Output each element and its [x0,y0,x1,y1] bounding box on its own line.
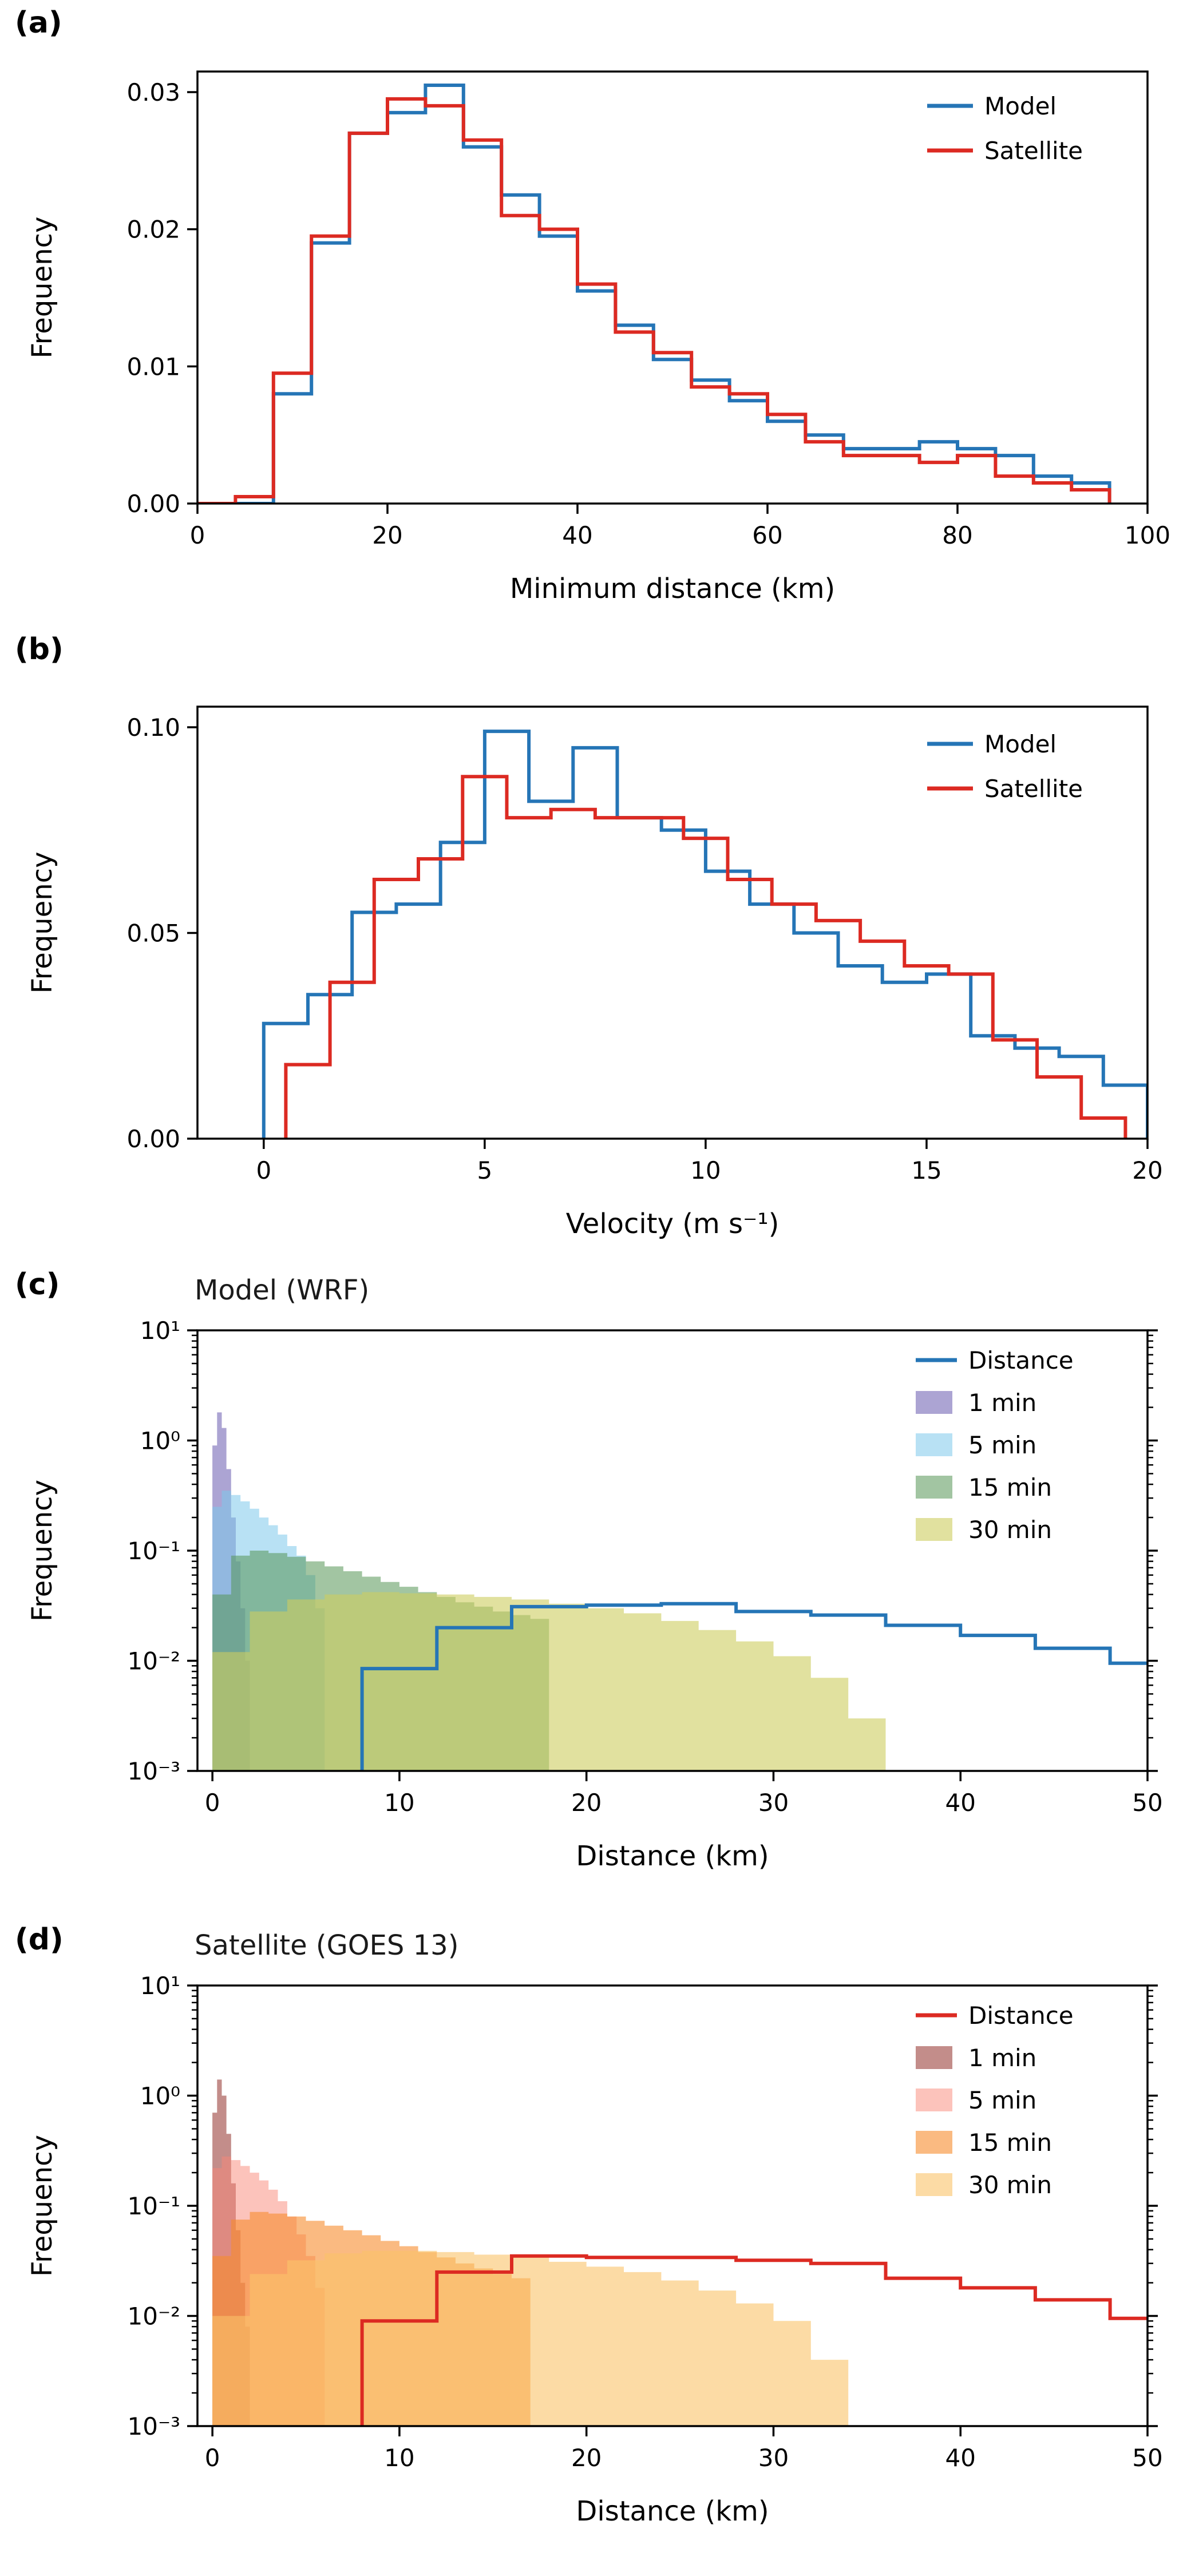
panel-b-chart: 0 5 10 15 20 0.00 0.05 0.10 Velocity (m s⁻¹) Freq… [26,706,1163,1240]
svg-text:Model: Model [984,730,1057,758]
svg-text:20: 20 [571,1789,602,1817]
panel-a-chart: 0 20 40 60 80 100 0.00 0.01 0.02 0.03 Minimum dist… [26,70,1170,605]
svg-text:Frequency: Frequency [26,852,58,994]
svg-text:1 min: 1 min [968,2044,1036,2072]
svg-text:Distance (km): Distance (km) [576,2495,769,2527]
svg-text:10⁰: 10⁰ [140,2082,180,2110]
panel-a: (a) 0 20 40 60 80 100 0.00 0.01 0.02 0.03 Minimum … [0,0,1183,627]
svg-text:30: 30 [758,2444,789,2472]
svg-text:Satellite: Satellite [984,137,1083,165]
panel-d-letter: (d) [15,1923,64,1957]
svg-text:0: 0 [190,521,205,549]
svg-text:10⁻¹: 10⁻¹ [128,1537,180,1565]
svg-text:Model: Model [984,92,1057,120]
svg-text:80: 80 [942,521,972,549]
svg-text:Distance (km): Distance (km) [576,1840,769,1872]
svg-text:5: 5 [477,1156,492,1184]
svg-text:30 min: 30 min [968,2171,1052,2199]
svg-text:10: 10 [690,1156,721,1184]
svg-text:Satellite: Satellite [984,775,1083,803]
svg-text:Distance: Distance [968,1346,1074,1374]
svg-text:0.03: 0.03 [126,78,180,106]
panel-c: (c) Model (WRF) 0 10 20 30 40 50 10⁻³ 10⁻² 10⁻¹ 1… [0,1262,1183,1917]
svg-text:100: 100 [1125,521,1170,549]
svg-text:0.00: 0.00 [126,490,180,518]
svg-text:0.00: 0.00 [126,1125,180,1153]
svg-text:15 min: 15 min [968,1473,1052,1501]
svg-text:Frequency: Frequency [26,1480,58,1622]
svg-text:10⁻¹: 10⁻¹ [128,2192,180,2220]
panel-c-title: Model (WRF) [195,1274,370,1306]
svg-text:60: 60 [752,521,782,549]
svg-text:0.02: 0.02 [126,216,180,244]
svg-text:50: 50 [1132,2444,1162,2472]
svg-text:5 min: 5 min [968,1431,1036,1459]
svg-text:0.05: 0.05 [126,919,180,947]
svg-text:10⁻²: 10⁻² [128,1647,180,1675]
svg-text:10⁰: 10⁰ [140,1427,180,1455]
svg-text:15 min: 15 min [968,2129,1052,2157]
panel-a-letter: (a) [15,6,62,40]
svg-text:50: 50 [1132,1789,1162,1817]
svg-text:Velocity (m s⁻¹): Velocity (m s⁻¹) [566,1208,780,1240]
svg-text:Minimum distance (km): Minimum distance (km) [510,573,835,605]
svg-text:15: 15 [911,1156,941,1184]
svg-text:Frequency: Frequency [26,2135,58,2277]
panel-c-letter: (c) [15,1267,60,1302]
svg-text:Frequency: Frequency [26,217,58,359]
panel-d-chart: 0 10 20 30 40 50 10⁻³ 10⁻² 10⁻¹ 10⁰ 10¹ Distance (k… [26,1972,1163,2527]
svg-text:5 min: 5 min [968,2086,1036,2114]
svg-text:20: 20 [1132,1156,1162,1184]
panel-d: (d) Satellite (GOES 13) 0 10 20 30 40 50 10⁻³ 1… [0,1917,1183,2576]
svg-text:0.01: 0.01 [126,352,180,381]
panel-c-chart: 0 10 20 30 40 50 10⁻³ 10⁻² 10⁻¹ 10⁰ 10¹ Distance (k… [26,1317,1163,1872]
svg-text:10: 10 [384,2444,414,2472]
svg-text:10⁻³: 10⁻³ [128,2412,180,2440]
svg-text:10: 10 [384,1789,414,1817]
svg-text:40: 40 [945,1789,976,1817]
svg-text:10¹: 10¹ [140,1317,180,1345]
svg-text:0: 0 [256,1156,271,1184]
svg-text:0: 0 [205,2444,220,2472]
svg-text:30 min: 30 min [968,1516,1052,1544]
svg-text:20: 20 [571,2444,602,2472]
svg-text:0: 0 [205,1789,220,1817]
svg-text:1 min: 1 min [968,1389,1036,1417]
svg-text:10⁻³: 10⁻³ [128,1757,180,1785]
panel-d-title: Satellite (GOES 13) [195,1929,459,1961]
svg-text:0.10: 0.10 [126,714,180,742]
svg-text:40: 40 [562,521,592,549]
svg-text:30: 30 [758,1789,789,1817]
svg-text:10¹: 10¹ [140,1972,180,2000]
svg-text:Distance: Distance [968,2002,1074,2030]
svg-text:10⁻²: 10⁻² [128,2302,180,2331]
svg-text:20: 20 [372,521,402,549]
panel-b-letter: (b) [15,632,64,667]
panel-b: (b) 0 5 10 15 20 0.00 0.05 0.10 Velocity (m s⁻¹)… [0,627,1183,1262]
svg-text:40: 40 [945,2444,976,2472]
